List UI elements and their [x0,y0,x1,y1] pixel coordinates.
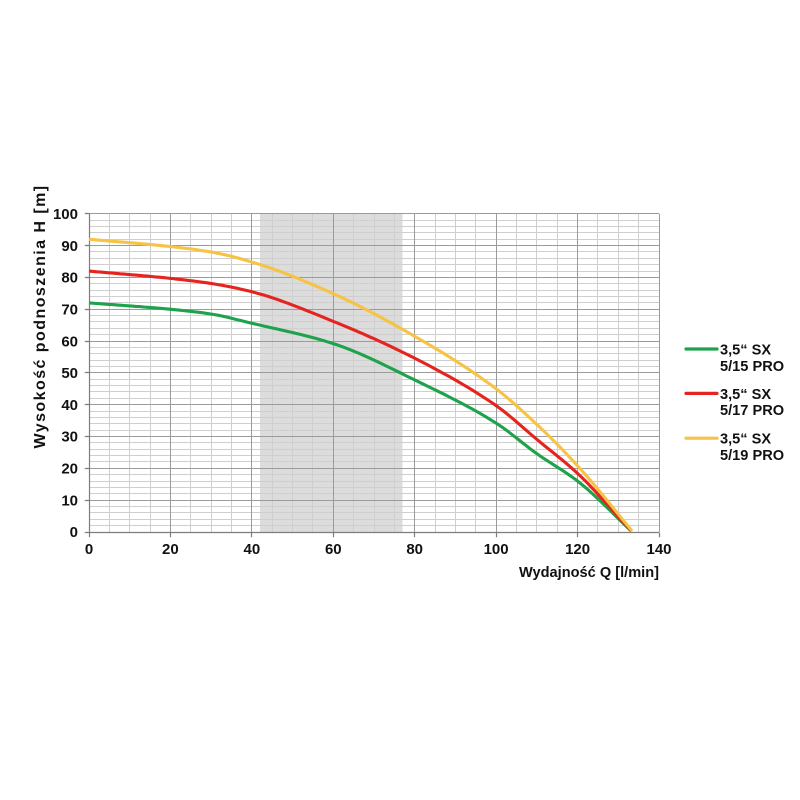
svg-text:5/17 PRO: 5/17 PRO [720,403,784,419]
svg-text:0: 0 [70,524,78,541]
svg-text:20: 20 [162,541,179,558]
svg-text:60: 60 [61,333,78,350]
svg-text:90: 90 [61,238,78,255]
svg-text:50: 50 [61,365,78,382]
svg-text:140: 140 [646,541,671,558]
svg-text:100: 100 [484,541,509,558]
svg-text:40: 40 [61,397,78,414]
svg-text:80: 80 [61,270,78,287]
svg-text:30: 30 [61,429,78,446]
svg-text:3,5“ SX: 3,5“ SX [720,432,771,448]
svg-text:80: 80 [406,541,423,558]
svg-text:0: 0 [85,541,93,558]
svg-text:10: 10 [61,492,78,509]
svg-text:5/19 PRO: 5/19 PRO [720,448,784,464]
svg-text:20: 20 [61,461,78,478]
svg-text:40: 40 [244,541,261,558]
svg-text:120: 120 [565,541,590,558]
svg-text:100: 100 [53,206,78,223]
svg-text:70: 70 [61,302,78,319]
svg-text:60: 60 [325,541,342,558]
svg-text:Wysokość podnoszenia H [m]: Wysokość podnoszenia H [m] [32,184,49,448]
svg-text:3,5“ SX: 3,5“ SX [720,387,771,403]
svg-text:5/15 PRO: 5/15 PRO [720,359,784,375]
svg-text:3,5“ SX: 3,5“ SX [720,342,771,358]
svg-text:Wydajność Q [l/min]: Wydajność Q [l/min] [519,565,659,581]
